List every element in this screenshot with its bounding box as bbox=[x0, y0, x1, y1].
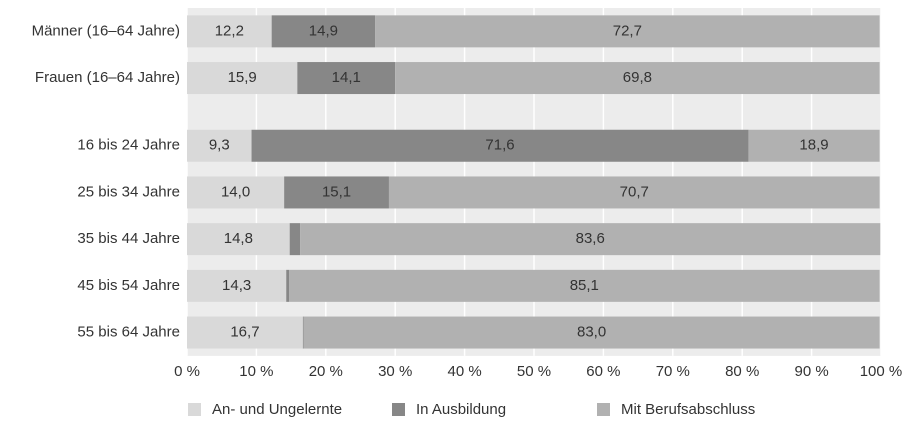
data-label: 12,2 bbox=[215, 22, 244, 39]
data-label: 85,1 bbox=[570, 277, 599, 294]
y-tick-label: Frauen (16–64 Jahre) bbox=[35, 69, 180, 86]
bar-segment bbox=[187, 223, 290, 256]
x-tick-label: 90 % bbox=[794, 363, 828, 380]
data-label: 14,1 bbox=[332, 69, 361, 86]
legend-label: An- und Ungelernte bbox=[212, 401, 342, 418]
x-tick-label: 20 % bbox=[309, 363, 343, 380]
bar-segment bbox=[297, 62, 396, 95]
bar-segment bbox=[300, 223, 881, 256]
y-tick-label: 45 bis 54 Jahre bbox=[77, 277, 180, 294]
data-label: 14,0 bbox=[221, 183, 250, 200]
y-tick-label: 55 bis 64 Jahre bbox=[77, 324, 180, 341]
y-tick-label: 25 bis 34 Jahre bbox=[77, 183, 180, 200]
data-label: 15,1 bbox=[322, 183, 351, 200]
y-tick-label: 35 bis 44 Jahre bbox=[77, 230, 180, 247]
bar-segment bbox=[251, 129, 749, 162]
bar-segment bbox=[289, 269, 880, 302]
data-label: 15,9 bbox=[228, 69, 257, 86]
x-tick-label: 10 % bbox=[239, 363, 273, 380]
y-tick-label: Männer (16–64 Jahre) bbox=[32, 22, 180, 39]
bar-segment bbox=[388, 176, 880, 209]
legend-swatch bbox=[392, 403, 405, 416]
x-tick-label: 100 % bbox=[860, 363, 903, 380]
bar-segment bbox=[289, 223, 301, 256]
data-label: 72,7 bbox=[613, 22, 642, 39]
legend-label: In Ausbildung bbox=[416, 401, 506, 418]
x-tick-label: 0 % bbox=[174, 363, 200, 380]
bar-segment bbox=[286, 269, 290, 302]
data-label: 71,6 bbox=[485, 137, 514, 154]
x-tick-label: 70 % bbox=[656, 363, 690, 380]
bar-segment bbox=[187, 269, 287, 302]
x-tick-label: 40 % bbox=[447, 363, 481, 380]
data-label: 14,9 bbox=[309, 22, 338, 39]
bar-segment bbox=[187, 129, 252, 162]
data-label: 16,7 bbox=[230, 324, 259, 341]
bar-segment bbox=[187, 316, 303, 349]
bar-segment bbox=[375, 15, 880, 48]
legend-label: Mit Berufsabschluss bbox=[621, 401, 755, 418]
bar-segment bbox=[187, 176, 285, 209]
bar-segment bbox=[748, 129, 880, 162]
legend-swatch bbox=[597, 403, 610, 416]
data-label: 83,6 bbox=[576, 230, 605, 247]
bar-segment bbox=[187, 62, 298, 95]
data-label: 14,8 bbox=[224, 230, 253, 247]
bar-segment bbox=[395, 62, 880, 95]
data-label: 9,3 bbox=[209, 137, 230, 154]
data-label: 69,8 bbox=[623, 69, 652, 86]
legend-swatch bbox=[188, 403, 201, 416]
data-label: 18,9 bbox=[799, 137, 828, 154]
x-tick-label: 60 % bbox=[586, 363, 620, 380]
bar-segment bbox=[271, 15, 376, 48]
bar-segment bbox=[187, 15, 272, 48]
data-label: 70,7 bbox=[620, 183, 649, 200]
x-tick-label: 30 % bbox=[378, 363, 412, 380]
data-label: 83,0 bbox=[577, 324, 606, 341]
bar-segment bbox=[302, 316, 304, 349]
x-tick-label: 50 % bbox=[517, 363, 551, 380]
bar-segment bbox=[284, 176, 389, 209]
y-tick-label: 16 bis 24 Jahre bbox=[77, 137, 180, 154]
data-label: 14,3 bbox=[222, 277, 251, 294]
x-tick-label: 80 % bbox=[725, 363, 759, 380]
bar-segment bbox=[303, 316, 880, 349]
